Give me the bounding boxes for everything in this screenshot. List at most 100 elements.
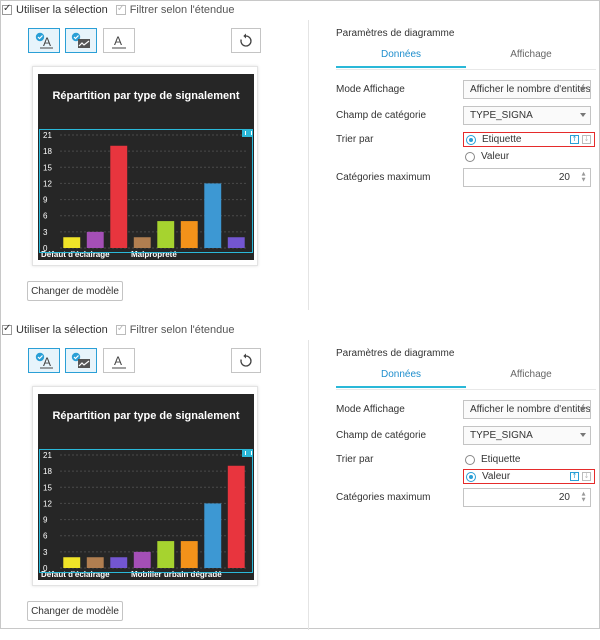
number-stepper-icon[interactable]: ▲ ▼ bbox=[581, 171, 586, 183]
y-tick-label: 15 bbox=[43, 483, 52, 492]
panel-divider bbox=[308, 340, 309, 630]
y-tick-label: 0 bbox=[43, 244, 48, 253]
y-tick-label: 9 bbox=[43, 516, 48, 525]
max-categories-label: Catégories maximum bbox=[336, 172, 431, 183]
y-tick-label: 6 bbox=[43, 532, 48, 541]
text-style-button[interactable]: A bbox=[28, 28, 60, 53]
use-selection-checkbox[interactable]: Utiliser la sélection bbox=[2, 323, 108, 336]
filter-extent-checkbox[interactable]: Filtrer selon l'étendue bbox=[115, 323, 235, 336]
category-field-value: TYPE_SIGNA bbox=[470, 430, 533, 441]
tab-affichage[interactable]: Affichage bbox=[510, 49, 552, 60]
bar[interactable] bbox=[63, 237, 81, 248]
checkbox-box[interactable] bbox=[115, 323, 126, 335]
chart-widget-panel: Utiliser la sélection Filtrer selon l'ét… bbox=[0, 0, 600, 320]
bar[interactable] bbox=[110, 145, 128, 248]
sort-ascending-icon[interactable]: ↑ bbox=[570, 472, 579, 481]
display-mode-select[interactable]: Afficher le nombre d'entités pa bbox=[463, 80, 591, 99]
radio-button[interactable] bbox=[466, 471, 476, 482]
y-tick-label: 21 bbox=[43, 131, 52, 140]
max-categories-value: 20 bbox=[558, 492, 570, 503]
max-categories-input[interactable]: 20 ▲ ▼ bbox=[463, 488, 591, 507]
change-model-button[interactable]: Changer de modèle bbox=[27, 281, 123, 301]
filter-options-bar: Utiliser la sélection Filtrer selon l'ét… bbox=[2, 323, 235, 337]
change-model-button[interactable]: Changer de modèle bbox=[27, 601, 123, 621]
sort-option-label[interactable]: Etiquette ↑ ↓ bbox=[463, 452, 595, 467]
refresh-icon bbox=[240, 33, 252, 47]
chart-background: Répartition par type de signalement 0 3 6 9… bbox=[38, 74, 254, 260]
bar[interactable] bbox=[110, 557, 128, 568]
bar[interactable] bbox=[180, 541, 198, 568]
max-categories-label: Catégories maximum bbox=[336, 492, 431, 503]
radio-button[interactable] bbox=[465, 151, 475, 162]
sort-option-label-text: Etiquette bbox=[481, 454, 521, 465]
radio-button[interactable] bbox=[466, 134, 476, 145]
bar[interactable] bbox=[133, 237, 151, 248]
chevron-down-icon bbox=[580, 433, 586, 437]
bar[interactable] bbox=[204, 503, 222, 568]
svg-text:A: A bbox=[43, 35, 51, 49]
checkbox-box[interactable] bbox=[2, 323, 12, 335]
sort-option-value-text: Valeur bbox=[482, 471, 511, 482]
bar[interactable] bbox=[204, 183, 222, 248]
checkbox-box[interactable] bbox=[115, 3, 126, 15]
tab-donnees[interactable]: Données bbox=[336, 46, 466, 68]
category-field-select[interactable]: TYPE_SIGNA bbox=[463, 106, 591, 125]
plot-area-selection bbox=[39, 129, 253, 253]
y-tick-label: 21 bbox=[43, 451, 52, 460]
category-field-label: Champ de catégorie bbox=[336, 430, 427, 441]
display-mode-select[interactable]: Afficher le nombre d'entités pa bbox=[463, 400, 591, 419]
text-style-icon: A bbox=[35, 32, 53, 49]
sort-option-label[interactable]: Etiquette ↑ ↓ bbox=[463, 132, 595, 147]
y-tick-label: 18 bbox=[43, 467, 52, 476]
display-mode-value: Afficher le nombre d'entités pa bbox=[470, 404, 591, 415]
sort-option-value[interactable]: Valeur ↑ ↓ bbox=[463, 149, 595, 164]
bar[interactable] bbox=[180, 221, 198, 248]
resize-handle-icon[interactable] bbox=[242, 129, 253, 137]
refresh-button[interactable] bbox=[231, 28, 261, 53]
bar[interactable] bbox=[63, 557, 81, 568]
use-selection-label: Utiliser la sélection bbox=[16, 4, 108, 16]
chart-background: Répartition par type de signalement 0 3 6 9… bbox=[38, 394, 254, 580]
chart-card: Répartition par type de signalement 0 3 6 9… bbox=[32, 386, 258, 586]
x-tick-label: Défaut d'éclairage bbox=[41, 570, 110, 579]
bar[interactable] bbox=[86, 231, 104, 248]
text-format-icon: A bbox=[112, 34, 126, 48]
display-mode-value: Afficher le nombre d'entités pa bbox=[470, 84, 591, 95]
use-selection-label: Utiliser la sélection bbox=[16, 324, 108, 336]
resize-handle-icon[interactable] bbox=[242, 449, 253, 457]
sort-option-value[interactable]: Valeur ↑ ↓ bbox=[463, 469, 595, 484]
sort-ascending-icon[interactable]: ↑ bbox=[570, 135, 579, 144]
text-style-button[interactable]: A bbox=[28, 348, 60, 373]
settings-title: Paramètres de diagramme bbox=[336, 348, 455, 359]
bar[interactable] bbox=[227, 237, 245, 248]
chevron-down-icon bbox=[580, 113, 586, 117]
bar[interactable] bbox=[157, 541, 175, 568]
chart-style-button[interactable] bbox=[65, 348, 97, 373]
sort-option-label-text: Etiquette bbox=[482, 134, 522, 145]
category-field-select[interactable]: TYPE_SIGNA bbox=[463, 426, 591, 445]
text-style-icon: A bbox=[35, 352, 53, 369]
tab-affichage[interactable]: Affichage bbox=[510, 369, 552, 380]
checkbox-box[interactable] bbox=[2, 3, 12, 15]
max-categories-input[interactable]: 20 ▲ ▼ bbox=[463, 168, 591, 187]
text-format-button[interactable]: A bbox=[103, 28, 135, 53]
bar[interactable] bbox=[86, 557, 104, 568]
sort-direction-controls: ↑ ↓ bbox=[570, 472, 591, 481]
bar[interactable] bbox=[157, 221, 175, 248]
sort-descending-icon[interactable]: ↓ bbox=[582, 135, 591, 144]
tab-donnees[interactable]: Données bbox=[336, 366, 466, 388]
text-format-button[interactable]: A bbox=[103, 348, 135, 373]
use-selection-checkbox[interactable]: Utiliser la sélection bbox=[2, 3, 108, 16]
radio-button[interactable] bbox=[465, 454, 475, 465]
bar[interactable] bbox=[133, 551, 151, 568]
bar[interactable] bbox=[227, 465, 245, 568]
filter-extent-checkbox[interactable]: Filtrer selon l'étendue bbox=[115, 3, 235, 16]
chart-card: Répartition par type de signalement 0 3 6 9… bbox=[32, 66, 258, 266]
settings-tabs: Données Affichage bbox=[336, 366, 596, 388]
sort-by-label: Trier par bbox=[336, 134, 374, 145]
number-stepper-icon[interactable]: ▲ ▼ bbox=[581, 491, 586, 503]
sort-descending-icon[interactable]: ↓ bbox=[582, 472, 591, 481]
chart-style-button[interactable] bbox=[65, 28, 97, 53]
chart-style-icon bbox=[71, 352, 90, 368]
refresh-button[interactable] bbox=[231, 348, 261, 373]
